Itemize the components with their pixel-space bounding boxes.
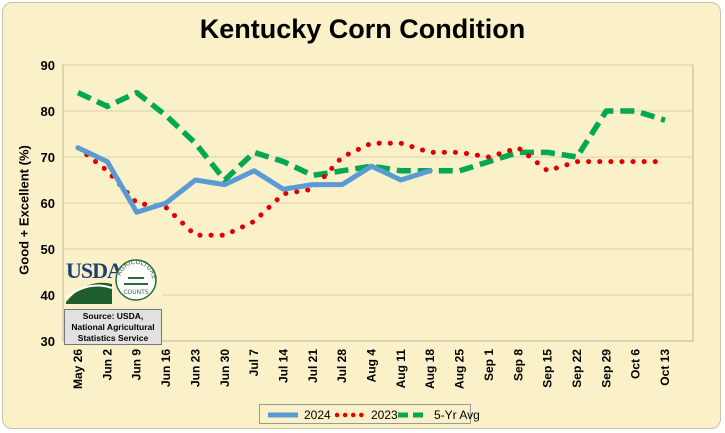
series-line-2023 [75, 140, 668, 238]
x-tick-label: Aug 25 [453, 349, 467, 389]
x-tick-label: Jun 9 [130, 349, 144, 381]
x-tick-label: Jul 7 [247, 349, 261, 377]
y-tick-label: 80 [41, 104, 55, 119]
y-tick-label: 60 [41, 196, 55, 211]
counts-seal-graphic [124, 277, 148, 285]
chart-title: Kentucky Corn Condition [199, 14, 526, 44]
x-tick-label: Sep 22 [570, 349, 584, 388]
source-note: Source: USDA, National Agricultural Stat… [64, 309, 162, 345]
y-tick-label: 90 [41, 58, 55, 73]
legend-label-2023: 2023 [371, 408, 398, 422]
usda-emblem: AGRICULTURE COUNTS [65, 258, 158, 304]
legend-label-2024: 2024 [304, 408, 331, 422]
x-tick-label: Jul 21 [306, 349, 320, 383]
x-tick-label: Jun 30 [218, 349, 232, 387]
counts-seal-text: COUNTS [123, 289, 148, 296]
source-line-2: National Agricultural [71, 322, 155, 332]
x-tick-label: Jul 28 [335, 349, 349, 383]
y-tick-label: 30 [41, 334, 55, 349]
x-tick-label: Aug 18 [423, 349, 437, 389]
legend-swatch-2024 [268, 412, 298, 418]
source-line-1: Source: USDA, [82, 311, 144, 321]
x-tick-label: Jun 2 [100, 349, 114, 381]
usda-wordmark: USDA [66, 258, 123, 283]
usda-field-stripe [65, 284, 113, 299]
x-tick-label: Aug 11 [394, 349, 408, 389]
y-tick-label: 70 [41, 150, 55, 165]
series-line-2024 [75, 145, 433, 215]
x-tick-label: Oct 6 [629, 349, 643, 379]
x-tick-label: Oct 13 [658, 349, 672, 386]
source-line-3: Statistics Service [77, 333, 149, 343]
x-tick-label: Jun 16 [159, 349, 173, 387]
legend-swatch-5yr-avg [398, 412, 428, 418]
x-tick-label: Sep 15 [541, 349, 555, 388]
x-tick-label: Aug 4 [365, 349, 379, 383]
legend-label-5yr-avg: 5-Yr Avg [434, 408, 480, 422]
legend: 2024 2023 5-Yr Avg [259, 404, 480, 424]
y-tick-labels: 30 40 50 60 70 80 90 [41, 58, 55, 349]
y-tick-label: 50 [41, 242, 55, 257]
x-tick-labels: May 26 Jun 2 Jun 9 Jun 16 Jun 23 Jun 30 Jul 7 J… [71, 349, 672, 389]
x-tick-label: May 26 [71, 349, 85, 389]
series-lines [75, 89, 668, 238]
x-tick-label: Sep 29 [599, 349, 613, 388]
usda-logo: USDA AGRICULTURE COUNTS [64, 258, 162, 308]
y-tick-label: 40 [41, 288, 55, 303]
counts-seal [115, 259, 157, 301]
usda-field-shape [66, 282, 112, 304]
x-tick-label: Jun 23 [188, 349, 202, 387]
series-line-5-yr-avg [76, 89, 666, 183]
x-tick-label: Sep 1 [482, 349, 496, 381]
legend-swatch-2023 [335, 412, 367, 418]
x-tick-label: Jul 14 [276, 349, 290, 383]
x-tick-label: Sep 8 [511, 349, 525, 381]
